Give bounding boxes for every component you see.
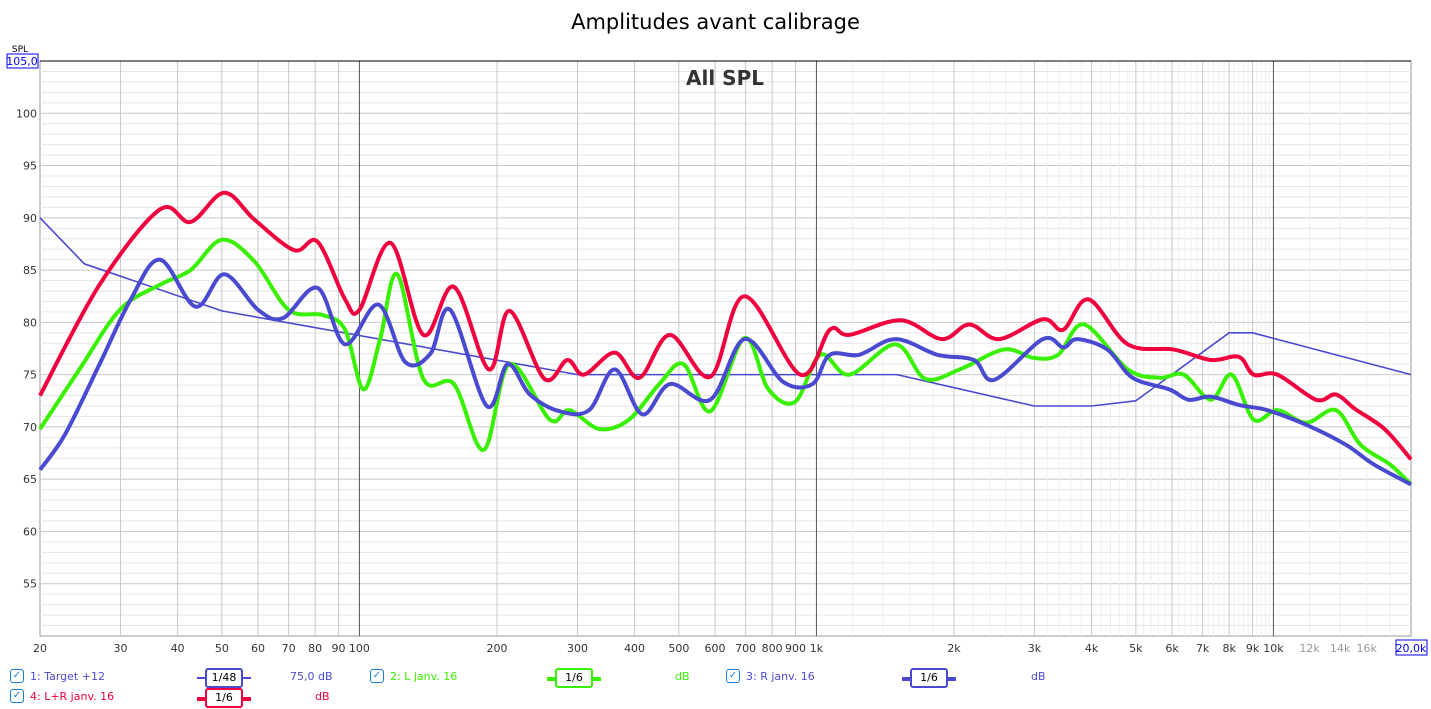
x-tick-label: 12k <box>1299 642 1320 655</box>
offset-value[interactable]: dB <box>1031 670 1046 683</box>
x-tick-label: 900 <box>785 642 806 655</box>
legend-label: 4: L+R janv. 16 <box>30 689 115 703</box>
chart-title: Amplitudes avant calibrage <box>571 10 860 34</box>
x-tick-label: 10k <box>1263 642 1284 655</box>
x-tick-label: 700 <box>735 642 756 655</box>
y-tick-label: 85 <box>23 264 37 277</box>
legend-item[interactable]: ✓ 2: L janv. 16 <box>370 669 457 683</box>
checkbox-checked-icon[interactable]: ✓ <box>726 669 740 683</box>
legend-label: 3: R janv. 16 <box>746 669 815 683</box>
plot-area <box>39 60 1412 637</box>
legend-item[interactable]: ✓ 4: L+R janv. 16 <box>10 689 114 703</box>
legend-label: 2: L janv. 16 <box>390 669 458 683</box>
x-tick-label: 8k <box>1222 642 1236 655</box>
x-tick-label: 9k <box>1246 642 1260 655</box>
x-tick-label: 3k <box>1028 642 1042 655</box>
x-tick-label: 90 <box>332 642 346 655</box>
smoothing-button[interactable]: 1/6 <box>205 688 243 708</box>
smoothing-button[interactable]: 1/6 <box>910 668 948 688</box>
x-tick-label: 100 <box>349 642 370 655</box>
checkbox-checked-icon[interactable]: ✓ <box>370 669 384 683</box>
offset-value[interactable]: dB <box>675 670 690 683</box>
checkbox-checked-icon[interactable]: ✓ <box>10 689 24 703</box>
legend-item[interactable]: ✓ 1: Target +12 <box>10 669 105 683</box>
plot-subtitle: All SPL <box>686 66 764 90</box>
y-tick-label: 65 <box>23 473 37 486</box>
y-tick-label: 75 <box>23 369 37 382</box>
series-line-4 <box>38 190 1413 461</box>
y-tick-label: 70 <box>23 421 37 434</box>
smoothing-button[interactable]: 1/6 <box>555 668 593 688</box>
y-max-box <box>6 53 39 69</box>
x-max-label: 20,0k <box>1396 642 1427 655</box>
series-line-2 <box>38 237 1413 486</box>
series-line-3 <box>38 257 1412 487</box>
x-tick-label: 200 <box>487 642 508 655</box>
x-tick-label: 400 <box>624 642 645 655</box>
y-axis-label: SPL <box>12 45 28 55</box>
x-tick-label: 600 <box>705 642 726 655</box>
y-tick-label: 55 <box>23 578 37 591</box>
x-tick-label: 4k <box>1085 642 1099 655</box>
y-max-label: 105,0 <box>6 55 38 68</box>
legend-item[interactable]: ✓ 3: R janv. 16 <box>726 669 815 683</box>
series-line-1 <box>39 217 1412 407</box>
x-max-box <box>1395 639 1428 656</box>
x-tick-label: 16k <box>1357 642 1378 655</box>
offset-value[interactable]: dB <box>315 690 330 703</box>
x-tick-label: 60 <box>251 642 265 655</box>
x-tick-label: 6k <box>1165 642 1179 655</box>
y-tick-label: 95 <box>23 160 37 173</box>
x-tick-label: 20 <box>33 642 47 655</box>
x-tick-label: 80 <box>308 642 322 655</box>
x-tick-label: 2k <box>947 642 961 655</box>
y-tick-label: 90 <box>23 212 37 225</box>
x-tick-label: 300 <box>567 642 588 655</box>
y-tick-label: 100 <box>16 107 37 120</box>
x-tick-label: 500 <box>668 642 689 655</box>
x-tick-label: 30 <box>113 642 127 655</box>
x-tick-label: 7k <box>1196 642 1210 655</box>
offset-value[interactable]: 75,0 dB <box>290 670 333 683</box>
x-tick-label: 40 <box>171 642 185 655</box>
x-tick-label: 800 <box>762 642 783 655</box>
x-tick-label: 50 <box>215 642 229 655</box>
y-tick-label: 80 <box>23 316 37 329</box>
y-tick-label: 60 <box>23 525 37 538</box>
x-tick-label: 14k <box>1330 642 1351 655</box>
x-tick-label: 70 <box>282 642 296 655</box>
checkbox-checked-icon[interactable]: ✓ <box>10 669 24 683</box>
legend-label: 1: Target +12 <box>30 669 105 683</box>
x-tick-label: 1k <box>810 642 824 655</box>
x-tick-label: 5k <box>1129 642 1143 655</box>
smoothing-button[interactable]: 1/48 <box>205 668 243 688</box>
